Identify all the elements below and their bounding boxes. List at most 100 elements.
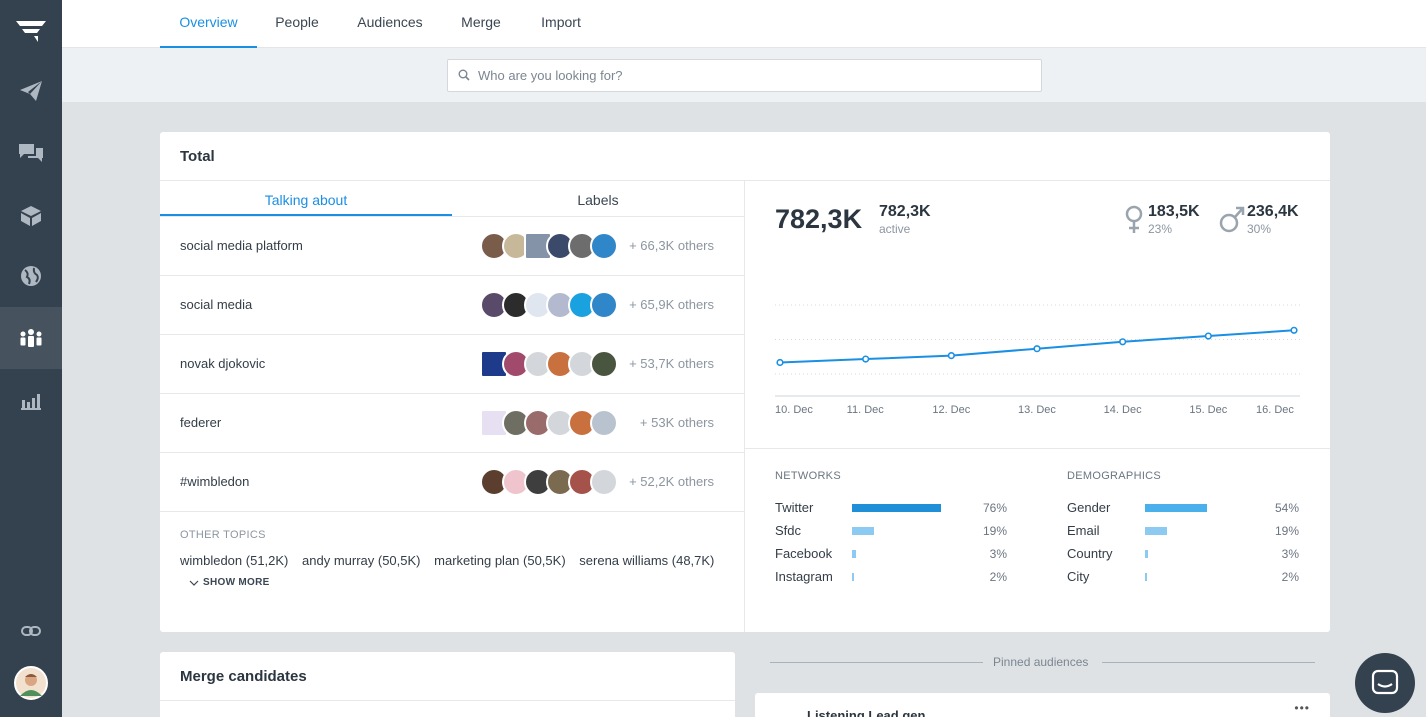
breakdown-bar (852, 527, 874, 535)
data-point[interactable] (776, 358, 784, 367)
breakdown-percent: 76% (982, 501, 1007, 515)
avatar-stack (480, 350, 630, 378)
tab-audiences[interactable]: Audiences (357, 14, 423, 30)
chevron-down-icon (189, 580, 199, 586)
tab-people[interactable]: People (275, 14, 319, 30)
card-title: Total (180, 148, 215, 165)
divider (1102, 662, 1315, 663)
breakdown-percent: 19% (982, 524, 1007, 538)
breakdown-percent: 2% (1281, 570, 1299, 584)
data-point[interactable] (1033, 345, 1041, 353)
x-tick-label: 16. Dec (1256, 404, 1294, 416)
paper-plane-icon[interactable] (0, 60, 62, 122)
search-input[interactable] (478, 60, 1028, 91)
avatar-stack (480, 291, 630, 319)
subtab-labels[interactable]: Labels (577, 192, 619, 208)
divider (160, 700, 735, 701)
breakdown-bar (852, 550, 856, 558)
topic-others-count: + 65,9K others (629, 297, 714, 312)
other-topics-list: wimbledon (51,2K) andy murray (50,5K) ma… (180, 553, 724, 568)
subtab-talking-about[interactable]: Talking about (160, 181, 452, 216)
x-tick-label: 13. Dec (1018, 404, 1056, 416)
tab-merge[interactable]: Merge (461, 14, 501, 30)
avatar-stack (480, 468, 630, 496)
breakdown-bar (1145, 550, 1148, 558)
more-icon[interactable]: ••• (1294, 701, 1310, 715)
other-topic[interactable]: serena williams (48,7K) (579, 553, 715, 568)
other-topic[interactable]: marketing plan (50,5K) (434, 553, 566, 568)
data-point[interactable] (1290, 326, 1298, 334)
search-box (447, 59, 1042, 92)
topic-others-count: + 52,2K others (629, 474, 714, 489)
avatar (480, 468, 508, 496)
other-topic[interactable]: andy murray (50,5K) (302, 553, 421, 568)
x-tick-label: 14. Dec (1103, 404, 1142, 416)
pinned-card-title: Listening Lead gen (807, 708, 926, 717)
avatar (590, 409, 618, 437)
people-icon[interactable] (0, 307, 62, 369)
topic-name: #wimbledon (180, 474, 250, 489)
link-icon[interactable] (0, 600, 62, 662)
data-point[interactable] (1204, 332, 1212, 340)
user-avatar[interactable] (0, 652, 62, 714)
topic-name: novak djokovic (180, 356, 266, 371)
data-point[interactable] (862, 355, 870, 363)
x-tick-label: 11. Dec (846, 404, 884, 416)
breakdown-label: Sfdc (775, 523, 802, 538)
logo-icon[interactable] (0, 0, 62, 62)
globe-icon[interactable] (0, 245, 62, 307)
chat-icon[interactable] (0, 122, 62, 184)
activity-line-chart (775, 304, 1300, 397)
divider (160, 180, 1330, 181)
pinned-audience-card[interactable]: Listening Lead gen ••• (755, 693, 1330, 717)
divider (160, 216, 744, 217)
breakdown-label: Gender (1067, 500, 1111, 515)
breakdown-percent: 19% (1274, 524, 1299, 538)
topic-row[interactable]: social media + 65,9K others (160, 276, 744, 335)
total-count: 782,3K (775, 204, 863, 234)
data-point[interactable] (947, 351, 955, 360)
breakdown-label: Twitter (775, 500, 814, 515)
other-topics-title: OTHER TOPICS (180, 529, 266, 541)
show-more-button[interactable]: SHOW MORE (203, 577, 270, 588)
top-nav: Overview People Audiences Merge Import (62, 0, 1426, 48)
breakdown-percent: 2% (989, 570, 1007, 584)
x-tick-label: 15. Dec (1189, 404, 1228, 416)
tab-overview[interactable]: Overview (160, 0, 257, 48)
divider (745, 448, 1330, 449)
breakdown-label: Facebook (775, 546, 833, 561)
male-icon (1219, 206, 1245, 233)
sidebar (0, 0, 62, 717)
messenger-icon[interactable] (1355, 653, 1415, 713)
topic-others-count: + 53,7K others (629, 356, 714, 371)
topic-row[interactable]: social media platform + 66,3K others (160, 217, 744, 276)
data-point[interactable] (1119, 338, 1127, 346)
breakdown-percent: 3% (989, 547, 1007, 561)
divider (744, 181, 745, 632)
breakdown-label: City (1067, 569, 1090, 584)
topic-others-count: + 66,3K others (629, 238, 714, 253)
topic-row[interactable]: novak djokovic + 53,7K others (160, 335, 744, 394)
topic-row[interactable]: #wimbledon + 52,2K others (160, 453, 744, 512)
bar-chart-icon[interactable] (0, 370, 62, 432)
breakdown-bar (852, 504, 941, 512)
merge-candidates-card: Merge candidates (160, 652, 735, 717)
female-icon (1125, 205, 1143, 233)
avatar-stack (480, 232, 630, 260)
topic-row[interactable]: federer + 53K others (160, 394, 744, 453)
breakdown-label: Instagram (775, 569, 833, 584)
topic-name: social media platform (180, 238, 303, 253)
male-percent: 30% (1247, 222, 1272, 236)
breakdown-bar (1145, 527, 1167, 535)
other-topic[interactable]: wimbledon (51,2K) (180, 553, 289, 568)
search-icon (458, 69, 470, 81)
topic-name: social media (180, 297, 253, 312)
breakdown-bar (1145, 573, 1147, 581)
male-count: 236,4K (1247, 203, 1299, 220)
avatar (590, 291, 618, 319)
tab-import[interactable]: Import (541, 14, 581, 30)
breakdown-bar (1145, 504, 1207, 512)
box-icon[interactable] (0, 185, 62, 247)
breakdown-label: Country (1067, 546, 1113, 561)
x-tick-label: 10. Dec (775, 404, 813, 416)
